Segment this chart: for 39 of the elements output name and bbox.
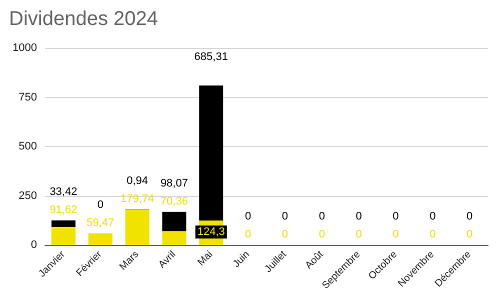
- data-label: 0: [430, 210, 436, 222]
- data-label: 0: [356, 228, 362, 240]
- bar: [125, 210, 150, 245]
- data-label: 0: [430, 228, 436, 240]
- data-label: 0: [97, 198, 104, 211]
- data-label: 0: [318, 228, 325, 240]
- data-label: 0: [282, 228, 288, 240]
- data-label: 0: [466, 228, 473, 240]
- data-label: 59,47: [86, 216, 114, 229]
- bar: [162, 231, 186, 245]
- data-label: 0: [356, 210, 362, 222]
- chart-title: Dividendes 2024: [9, 8, 158, 30]
- data-label: 685,31: [194, 51, 228, 64]
- data-label: 0,94: [126, 174, 148, 187]
- y-tick-label: 750: [18, 91, 37, 104]
- data-label: 0: [392, 228, 399, 240]
- y-tick-label: 1000: [12, 42, 37, 54]
- data-label: 0: [318, 210, 325, 222]
- data-label: 179,74: [120, 192, 154, 205]
- bar: [162, 212, 186, 232]
- data-label: 124,3: [197, 226, 225, 238]
- y-tick-label: 0: [30, 239, 37, 251]
- data-label: 70,36: [160, 195, 188, 208]
- data-label: 91,62: [50, 204, 78, 216]
- x-tick-label: Juin: [231, 249, 252, 270]
- y-tick-label: 250: [18, 190, 37, 202]
- bar: [51, 226, 76, 245]
- bar: [199, 86, 224, 221]
- data-label: 0: [244, 228, 252, 240]
- data-label: 0: [466, 210, 473, 222]
- data-label: 0: [282, 210, 288, 222]
- x-tick-label: Mai: [196, 249, 216, 268]
- bar: [51, 220, 76, 227]
- bar: [88, 233, 112, 245]
- y-tick-label: 500: [18, 140, 37, 152]
- data-label: 0: [244, 210, 252, 222]
- data-label: 98,07: [160, 177, 188, 190]
- data-label: 33,42: [50, 186, 78, 198]
- data-label: 0: [392, 210, 399, 222]
